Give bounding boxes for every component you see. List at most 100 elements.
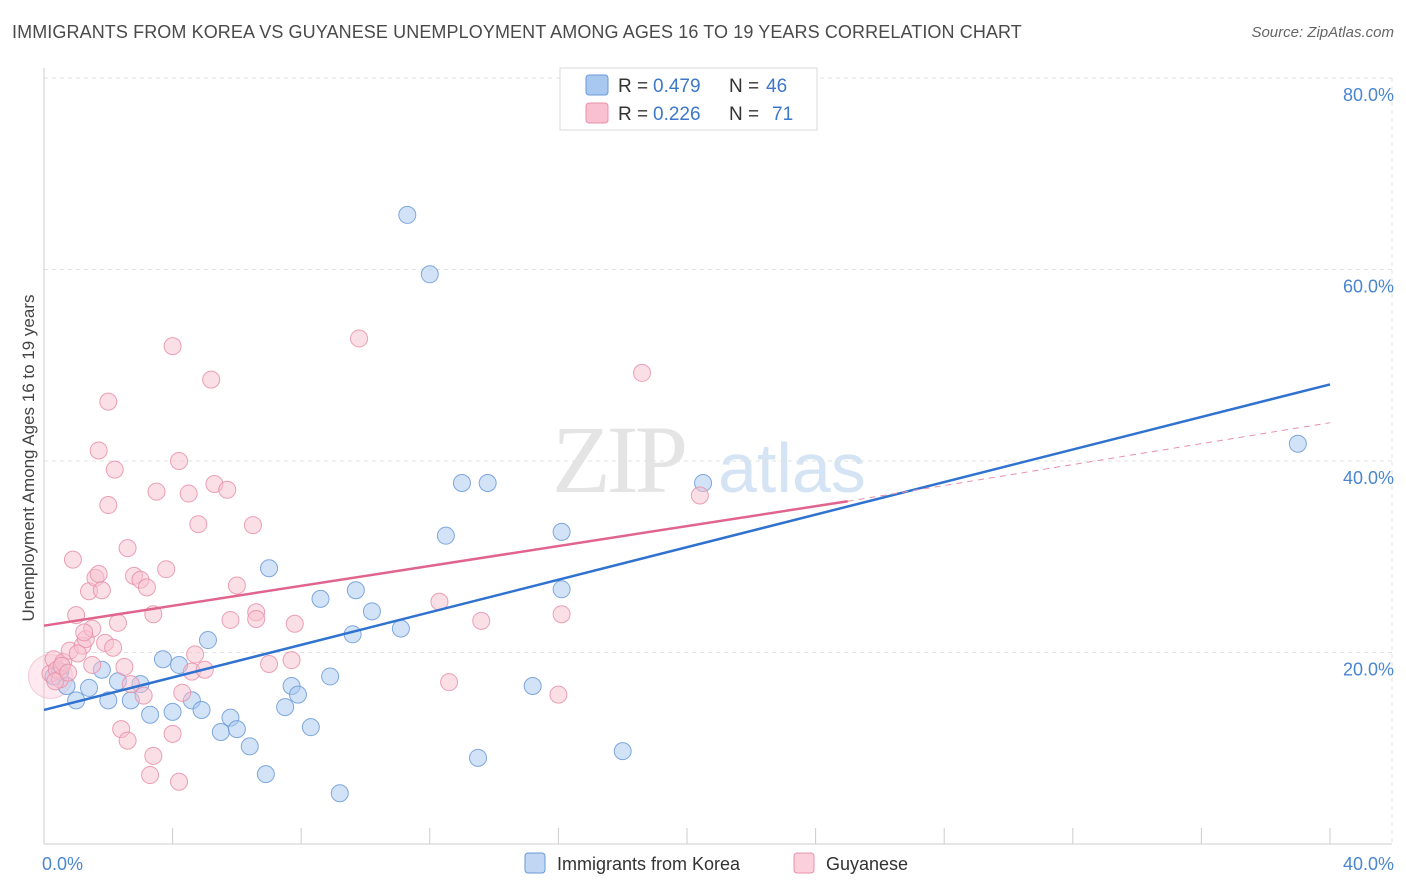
point-guyanese [472,611,491,630]
point-korea [321,667,340,686]
tick-labels: 20.0% 40.0% 60.0% 80.0% 0.0% 40.0% [42,85,1394,874]
trend-line-korea [43,383,1331,712]
legend-n-label-guyanese: N = [729,104,759,125]
point-guyanese [99,392,118,411]
legend-swatch-korea [585,74,609,96]
point-korea [276,698,295,717]
point-guyanese [59,663,78,682]
point-guyanese [105,460,124,479]
point-korea [198,631,217,650]
point-guyanese [68,644,87,663]
trend-line-guyanese [43,499,848,627]
point-guyanese [163,337,182,356]
point-guyanese [141,766,160,785]
point-guyanese [147,482,166,501]
points-layer [27,205,1307,803]
bottom-legend-label-korea: Immigrants from Korea [557,854,741,874]
point-guyanese [260,654,279,673]
point-guyanese [134,686,153,705]
point-guyanese [115,657,134,676]
point-korea [227,720,246,739]
point-guyanese [92,581,111,600]
gridlines [44,77,1393,844]
y-tick-label: 80.0% [1343,85,1394,105]
point-guyanese [83,655,102,674]
point-korea [80,678,99,697]
point-guyanese [63,550,82,569]
point-guyanese [144,746,163,765]
legend-n-value-guyanese: 71 [772,104,793,125]
point-korea [330,784,349,803]
point-korea [523,677,542,696]
point-korea [260,559,279,578]
watermark: ZIP atlas [552,406,866,513]
point-guyanese [552,605,571,624]
legend-swatch-guyanese [585,102,609,124]
point-korea [552,522,571,541]
source-label: Source: ZipAtlas.com [1251,24,1394,41]
legend: R = 0.479 N = 46 R = 0.226 N = 71 [559,67,818,131]
point-korea [163,702,182,721]
axes [43,68,1392,845]
point-guyanese [46,672,65,691]
point-guyanese [189,515,208,534]
trend-layer [43,383,1331,712]
point-korea [301,718,320,737]
point-guyanese [179,484,198,503]
bottom-legend-label-guyanese: Guyanese [826,854,908,874]
point-guyanese [227,576,246,595]
point-guyanese [170,772,189,791]
point-korea [153,650,172,669]
point-guyanese [157,560,176,579]
point-guyanese [350,329,369,348]
point-guyanese [163,724,182,743]
point-guyanese [186,645,205,664]
point-guyanese [282,651,301,670]
watermark-atlas: atlas [718,429,866,507]
point-korea [311,589,330,608]
chart-title: IMMIGRANTS FROM KOREA VS GUYANESE UNEMPL… [12,22,1022,42]
bottom-legend: Immigrants from Korea Guyanese [524,852,908,874]
legend-n-value-korea: 46 [766,76,787,97]
point-guyanese [690,486,709,505]
point-guyanese [104,638,123,657]
y-tick-label: 20.0% [1343,660,1394,680]
y-axis-label: Unemployment Among Ages 16 to 19 years [19,295,38,622]
point-korea [398,205,417,224]
x-tick-label-max: 40.0% [1343,854,1394,874]
legend-r-label-korea: R = [618,76,648,97]
point-korea [346,581,365,600]
point-guyanese [202,370,221,389]
legend-r-value-guyanese: 0.226 [653,104,701,125]
point-korea [141,705,160,724]
point-korea [288,685,307,704]
legend-r-label-guyanese: R = [618,104,648,125]
trend-line-guyanese-extension [847,422,1331,502]
point-guyanese [247,609,266,628]
point-guyanese [89,564,108,583]
point-guyanese [632,363,651,382]
point-korea [99,691,118,710]
legend-r-value-korea: 0.479 [653,76,701,97]
point-korea [192,700,211,719]
point-korea [436,526,455,545]
point-korea [478,474,497,493]
point-korea [452,474,471,493]
legend-n-label-korea: N = [729,76,759,97]
bottom-legend-swatch-guyanese [793,852,815,874]
point-korea [256,765,275,784]
y-tick-label: 60.0% [1343,277,1394,297]
x-tick-label-min: 0.0% [42,854,83,874]
point-korea [552,580,571,599]
point-guyanese [285,614,304,633]
point-korea [211,722,230,741]
y-tick-label: 40.0% [1343,468,1394,488]
point-guyanese [173,683,192,702]
bottom-legend-swatch-korea [524,852,546,874]
point-korea [362,602,381,621]
point-guyanese [221,610,240,629]
point-guyanese [137,578,156,597]
point-korea [420,265,439,284]
point-korea [613,742,632,761]
point-guyanese [170,452,189,470]
